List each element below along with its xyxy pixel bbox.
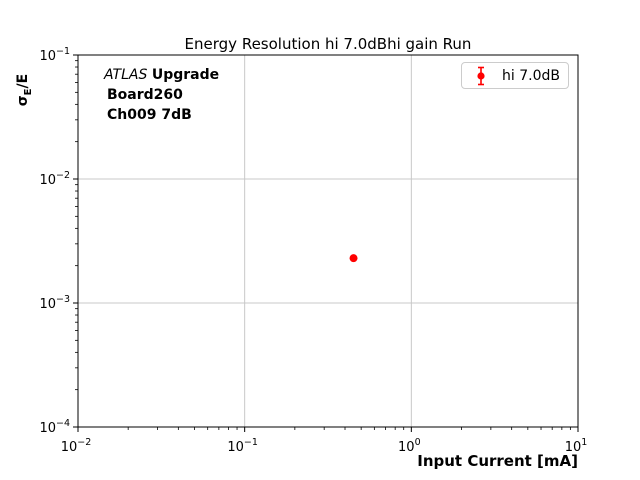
x-axis-label: Input Current [mA] [417, 452, 578, 470]
plot-annotation: ATLAS Upgrade Board260 Ch009 7dB [104, 65, 219, 125]
chart-title: Energy Resolution hi 7.0dBhi gain Run [184, 35, 472, 53]
svg-text:10−1: 10−1 [227, 437, 258, 455]
ylabel-rest: /E [15, 73, 31, 89]
legend-label: hi 7.0dB [502, 67, 560, 84]
annotation-line-1: ATLAS Upgrade [104, 65, 219, 85]
y-axis-label: σE/E [15, 44, 35, 136]
svg-text:10−1: 10−1 [39, 46, 70, 64]
annotation-upgrade: Upgrade [151, 67, 220, 83]
svg-text:10−2: 10−2 [61, 437, 92, 455]
annotation-experiment: ATLAS [104, 67, 148, 83]
svg-text:10−3: 10−3 [39, 294, 70, 312]
legend: hi 7.0dB [461, 62, 569, 89]
ylabel-sigma: σ [15, 95, 31, 107]
errorbar-marker-icon [477, 66, 485, 85]
ylabel-subscript: E [22, 88, 34, 96]
annotation-channel: Ch009 7dB [107, 107, 192, 123]
svg-text:10−2: 10−2 [39, 170, 70, 188]
svg-text:10−4: 10−4 [39, 418, 70, 436]
annotation-board: Board260 [107, 87, 183, 103]
